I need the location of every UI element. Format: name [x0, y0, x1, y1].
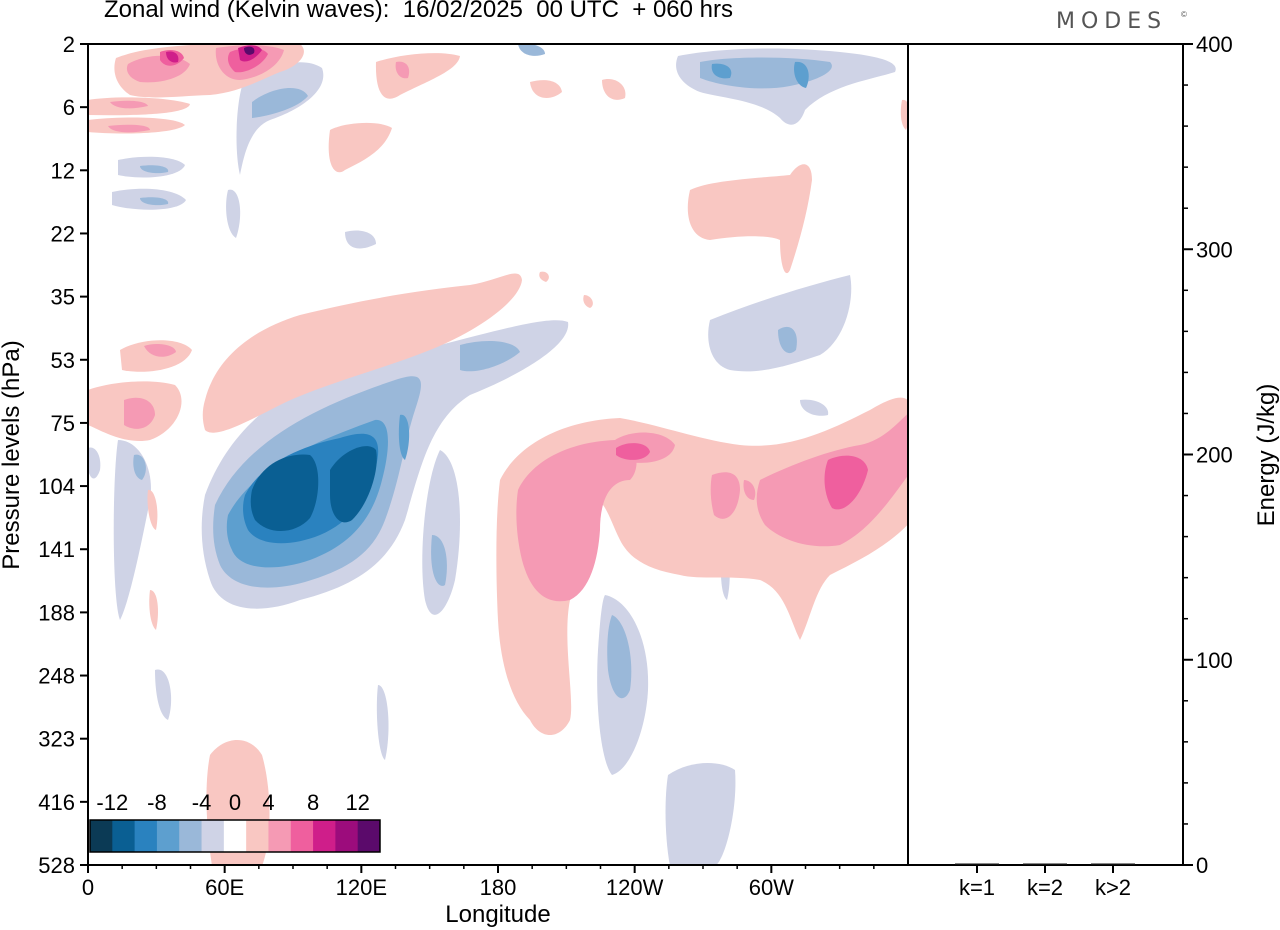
colorbar-frame	[89, 819, 381, 853]
colorbar-label: 12	[345, 790, 369, 815]
copyright-mark: ©	[1181, 10, 1187, 19]
energy-category-label: k>2	[1095, 875, 1131, 900]
energy-bar-chart: 0 100 200 300 400 k=1 k=2 k>2	[955, 32, 1233, 900]
colorbar-swatch	[156, 820, 180, 852]
colorbar-swatch	[90, 820, 113, 852]
energy-bar	[1023, 863, 1067, 865]
energy-category-label: k=2	[1027, 875, 1063, 900]
colorbar-label: -12	[96, 790, 128, 815]
y-tick-label: 141	[38, 537, 75, 562]
y-tick-label: 323	[38, 727, 75, 752]
x-axis-label: Longitude	[445, 901, 550, 928]
y-tick-label: 22	[51, 221, 75, 246]
y-tick-label: 12	[51, 158, 75, 183]
energy-tick-label: 100	[1196, 648, 1233, 673]
y-axis-label: Pressure levels (hPa)	[0, 340, 25, 569]
y-tick-label: 248	[38, 664, 75, 689]
energy-axis-label: Energy (J/kg)	[1253, 384, 1280, 527]
colorbar-swatch	[357, 820, 381, 852]
colorbar-label: -4	[192, 790, 212, 815]
x-axis: 0 60E 120E 180 120W 60W	[82, 865, 875, 900]
y-tick-label: 35	[51, 285, 75, 310]
colorbar-swatch	[335, 820, 359, 852]
x-tick-label: 120W	[606, 875, 664, 900]
y-tick-label: 528	[38, 853, 75, 878]
colorbar-swatch	[201, 820, 225, 852]
colorbar-swatch	[313, 820, 336, 852]
energy-tick-label: 300	[1196, 237, 1233, 262]
x-tick-label: 60E	[205, 875, 244, 900]
colorbar: -12 -8 -4 0 4 8 12	[89, 790, 381, 853]
colorbar-swatch	[179, 820, 203, 852]
contour-pos-weak	[88, 44, 908, 865]
energy-category-label: k=1	[959, 875, 995, 900]
colorbar-swatch	[223, 820, 247, 852]
contour-pos-max	[244, 46, 255, 55]
x-tick-label: 120E	[336, 875, 387, 900]
energy-tick-label: 400	[1196, 32, 1233, 57]
x-tick-label: 180	[480, 875, 517, 900]
y-tick-label: 416	[38, 790, 75, 815]
colorbar-label: 8	[307, 790, 319, 815]
contour-field	[88, 44, 908, 865]
colorbar-label: 4	[262, 790, 274, 815]
energy-tick-label: 200	[1196, 443, 1233, 468]
colorbar-swatch	[268, 820, 292, 852]
energy-bar	[1091, 863, 1135, 865]
colorbar-swatch	[134, 820, 158, 852]
energy-panel-frame	[907, 43, 1184, 866]
colorbar-swatch	[112, 820, 136, 852]
energy-bar	[955, 863, 999, 865]
y-tick-label: 188	[38, 600, 75, 625]
y-tick-label: 2	[63, 32, 75, 57]
y-tick-label: 6	[63, 95, 75, 120]
colorbar-label: -8	[147, 790, 167, 815]
colorbar-swatch	[290, 820, 314, 852]
x-tick-label: 0	[82, 875, 94, 900]
y-tick-label: 104	[38, 474, 75, 499]
y-tick-label: 75	[51, 411, 75, 436]
y-tick-label: 53	[51, 348, 75, 373]
y-axis: 2 6 12 22 35 53 75 104 141 188 248 323 416 528	[38, 32, 88, 878]
colorbar-label: 0	[229, 790, 241, 815]
chart-title: Zonal wind (Kelvin waves): 16/02/2025 00…	[104, 0, 733, 23]
modes-logo: MODES	[1056, 9, 1168, 34]
colorbar-swatch	[246, 820, 269, 852]
x-tick-label: 60W	[749, 875, 794, 900]
energy-tick-label: 0	[1196, 853, 1208, 878]
contour-neg-peak	[250, 446, 377, 532]
